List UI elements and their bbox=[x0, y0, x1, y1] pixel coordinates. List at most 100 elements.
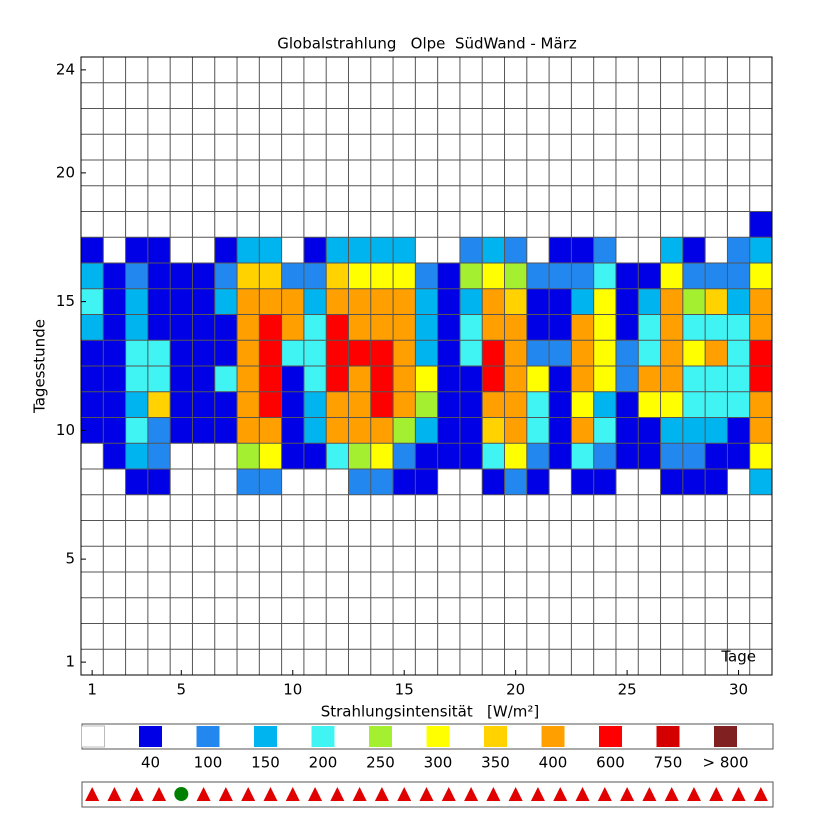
legend-swatch bbox=[599, 726, 622, 747]
cell bbox=[192, 417, 215, 444]
cell bbox=[81, 211, 104, 238]
cell bbox=[638, 263, 661, 289]
cell bbox=[504, 417, 527, 444]
cell bbox=[593, 417, 616, 444]
cell bbox=[459, 211, 483, 238]
cell bbox=[259, 366, 282, 392]
cell bbox=[170, 288, 193, 315]
cell bbox=[749, 417, 772, 444]
cell bbox=[571, 417, 594, 444]
y-tick-label: 1 bbox=[65, 653, 75, 671]
legend-label: 750 bbox=[654, 754, 683, 772]
legend-swatch bbox=[656, 726, 680, 747]
cell bbox=[749, 340, 772, 366]
cell bbox=[281, 417, 304, 444]
cell bbox=[415, 211, 438, 238]
cell bbox=[660, 443, 683, 469]
cell bbox=[326, 237, 349, 263]
cell bbox=[170, 314, 193, 341]
cell bbox=[303, 288, 327, 315]
cell bbox=[393, 340, 416, 366]
day-marker bbox=[241, 787, 256, 801]
day-marker bbox=[419, 787, 434, 801]
cell bbox=[615, 391, 639, 418]
cell bbox=[81, 469, 104, 495]
cell bbox=[660, 263, 683, 289]
cell bbox=[682, 314, 706, 341]
cell bbox=[303, 211, 327, 238]
cell bbox=[638, 288, 661, 315]
cell bbox=[705, 237, 728, 263]
cell bbox=[415, 391, 438, 418]
cell bbox=[125, 314, 148, 341]
day-marker bbox=[196, 787, 211, 801]
cell bbox=[303, 417, 327, 444]
x-tick-label: 1 bbox=[87, 681, 97, 699]
cell bbox=[660, 288, 683, 315]
cell bbox=[103, 366, 126, 392]
cell bbox=[682, 237, 706, 263]
cell bbox=[192, 366, 215, 392]
cell bbox=[571, 263, 594, 289]
cell bbox=[326, 263, 349, 289]
chart-title: Globalstrahlung Olpe SüdWand - März bbox=[277, 35, 577, 53]
cell bbox=[615, 237, 639, 263]
cell bbox=[370, 391, 394, 418]
cell bbox=[682, 366, 706, 392]
cell bbox=[281, 211, 304, 238]
cell bbox=[303, 469, 327, 495]
cell bbox=[147, 443, 171, 469]
cell bbox=[192, 263, 215, 289]
cell bbox=[125, 211, 148, 238]
cell bbox=[660, 314, 683, 341]
cell bbox=[393, 288, 416, 315]
cell bbox=[326, 288, 349, 315]
cell bbox=[504, 366, 527, 392]
cell bbox=[281, 366, 304, 392]
cell bbox=[459, 443, 483, 469]
cell bbox=[571, 314, 594, 341]
cell bbox=[370, 340, 394, 366]
legend-swatch bbox=[254, 726, 277, 747]
cell bbox=[170, 443, 193, 469]
cell bbox=[437, 366, 460, 392]
cell bbox=[214, 288, 238, 315]
cell bbox=[749, 314, 772, 341]
y-tick-label: 5 bbox=[65, 550, 75, 568]
cell bbox=[482, 340, 505, 366]
cell bbox=[749, 391, 772, 418]
legend-label: 400 bbox=[539, 754, 568, 772]
marker-frame bbox=[81, 781, 774, 808]
cell bbox=[237, 211, 260, 238]
cell bbox=[660, 417, 683, 444]
cell bbox=[504, 443, 527, 469]
day-marker bbox=[553, 787, 568, 801]
cell bbox=[705, 443, 728, 469]
cell bbox=[303, 340, 327, 366]
cell bbox=[103, 288, 126, 315]
x-tick-label: 15 bbox=[395, 681, 414, 699]
cell bbox=[147, 366, 171, 392]
cell bbox=[727, 263, 750, 289]
cell bbox=[705, 211, 728, 238]
cell bbox=[192, 237, 215, 263]
cell bbox=[482, 469, 505, 495]
cell bbox=[437, 237, 460, 263]
cell bbox=[348, 443, 371, 469]
cell bbox=[393, 417, 416, 444]
day-marker bbox=[308, 787, 323, 801]
cell bbox=[370, 237, 394, 263]
legend-label: 250 bbox=[366, 754, 395, 772]
cell bbox=[615, 417, 639, 444]
cell bbox=[259, 443, 282, 469]
cell bbox=[437, 314, 460, 341]
cell bbox=[170, 417, 193, 444]
cell bbox=[147, 211, 171, 238]
cell bbox=[125, 417, 148, 444]
cell bbox=[638, 417, 661, 444]
cell bbox=[593, 288, 616, 315]
cell bbox=[370, 314, 394, 341]
cell bbox=[749, 288, 772, 315]
cell bbox=[281, 263, 304, 289]
cell bbox=[571, 211, 594, 238]
